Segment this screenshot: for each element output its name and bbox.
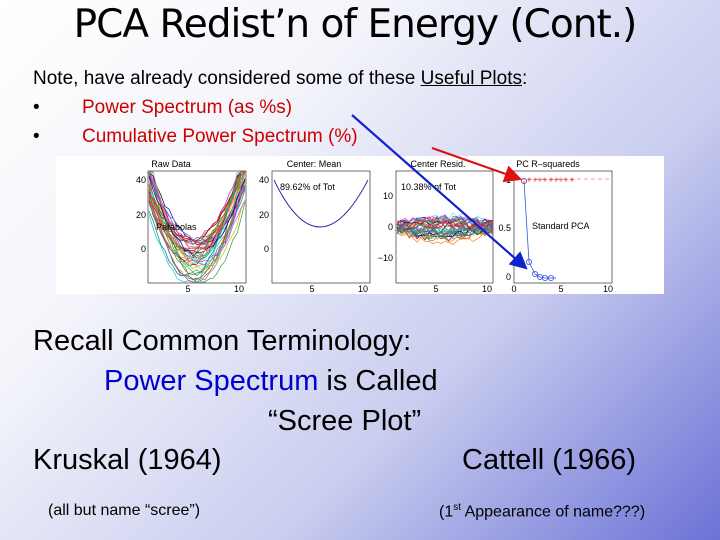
raw-curve (148, 176, 246, 257)
note-line: Note, have already considered some of th… (33, 68, 527, 90)
panel-title: PC R–squareds (516, 159, 580, 169)
residual-curve (396, 215, 494, 228)
residual-curve (396, 214, 494, 229)
cattell-note-pre: (1 (439, 503, 454, 521)
cumulative-plus-marks: + + + + + + + + + (526, 175, 574, 185)
ytick-label: 40 (136, 175, 146, 185)
residual-curve (396, 217, 494, 235)
residual-curve (396, 230, 494, 245)
useful-plots-link[interactable]: Useful Plots (420, 68, 522, 89)
xtick-label: 5 (185, 284, 190, 294)
panel-annotation: 10.38% of Tot (401, 182, 456, 192)
panel-annotation: 89.62% of Tot (280, 182, 335, 192)
panel-title: Raw Data (151, 159, 191, 169)
power-spectrum-line: Power Spectrum is Called (104, 365, 438, 398)
ytick-label: 40 (259, 175, 269, 185)
is-called-text: is Called (318, 365, 438, 397)
panel-frame (147, 170, 247, 284)
raw-curve (148, 171, 246, 281)
raw-curve (148, 171, 246, 258)
scree-point (547, 275, 554, 282)
note-prefix: Note, have already considered some of th… (33, 68, 421, 89)
blue-arrow (351, 114, 528, 270)
panel-pc-rsquareds: PC R–squareds 1 0.5 0 0 5 10 + + + + + + + + + S… (498, 159, 613, 294)
raw-curve (148, 171, 245, 242)
xtick-label: 10 (358, 284, 368, 294)
cattell-note: (1st Appearance of name???) (439, 502, 645, 521)
xtick-label: 10 (603, 284, 613, 294)
plus-mark: + (532, 175, 537, 185)
recall-heading: Recall Common Terminology: (33, 325, 412, 357)
scree-point (541, 275, 548, 282)
scree-point (531, 271, 538, 278)
kruskal-citation: Kruskal (1964) (33, 444, 222, 476)
plus-mark: + (537, 175, 542, 185)
raw-curve (148, 174, 246, 245)
plus-mark: + (548, 175, 553, 185)
mean-curve (273, 179, 369, 228)
raw-curve (148, 171, 246, 271)
ytick-label: 20 (259, 210, 269, 220)
raw-curve (148, 172, 246, 250)
cattell-note-sup: st (453, 502, 462, 513)
ytick-label: 0.5 (498, 223, 511, 233)
residual-curve (396, 224, 494, 237)
plus-mark: + (558, 175, 563, 185)
raw-curve (148, 172, 246, 274)
raw-curve (148, 173, 246, 283)
pca-figure: Raw Data 40 20 0 5 10 Parabolas Center: … (56, 156, 664, 294)
plus-mark: + (553, 175, 558, 185)
raw-curve (148, 171, 245, 254)
plus-mark: + (563, 175, 568, 185)
note-suffix: : (522, 68, 528, 89)
slide-title: PCA Redist’n of Energy (Cont.) (73, 2, 638, 47)
bullet-2-marker: • (33, 126, 40, 147)
xtick-label: 5 (558, 284, 563, 294)
panel-frame (271, 170, 371, 284)
panel-raw-data: Raw Data 40 20 0 5 10 Parabolas (136, 159, 247, 294)
ytick-label: −10 (378, 253, 393, 263)
residual-curve (396, 220, 494, 233)
xtick-label: 5 (309, 284, 314, 294)
kruskal-note: (all but name “scree”) (48, 502, 201, 519)
scree-plot-term: “Scree Plot” (268, 405, 422, 437)
ytick-label: 20 (136, 210, 146, 220)
panel-annotation: Standard PCA (532, 221, 590, 231)
cattell-note-post: Appearance of name???) (461, 503, 646, 521)
raw-data-curves (148, 171, 246, 283)
ytick-label: 0 (141, 244, 146, 254)
panel-title: Center Resid. (410, 159, 465, 169)
ytick-label: 10 (383, 191, 393, 201)
xtick-label: 10 (234, 284, 244, 294)
plus-mark: + (542, 175, 547, 185)
scree-line (523, 180, 556, 279)
pca-figure-svg: Raw Data 40 20 0 5 10 Parabolas Center: … (136, 159, 613, 294)
bullet-1-text: Power Spectrum (as %s) (82, 97, 293, 118)
plus-mark: + (526, 175, 531, 185)
panel-center-resid: Center Resid. 10 0 −10 5 10 10.38% of To… (378, 159, 494, 294)
panel-annotation: Parabolas (156, 222, 197, 232)
ytick-label: 0 (506, 272, 511, 282)
scree-circle-marks (520, 177, 554, 282)
cattell-citation: Cattell (1966) (462, 444, 637, 476)
panel-title: Center: Mean (287, 159, 342, 169)
power-spectrum-term: Power Spectrum (104, 365, 319, 397)
bullet-2-text: Cumulative Power Spectrum (%) (82, 126, 358, 147)
xtick-label: 0 (511, 284, 516, 294)
panel-center-mean: Center: Mean 40 20 0 5 10 89.62% of Tot (259, 159, 371, 294)
bullet-1-marker: • (33, 97, 40, 118)
red-arrow (431, 146, 523, 183)
xtick-label: 5 (433, 284, 438, 294)
panel-frame (513, 170, 613, 284)
plus-mark: + (569, 175, 574, 185)
xtick-label: 10 (482, 284, 492, 294)
residual-curve (396, 225, 494, 238)
residual-curve (396, 229, 494, 240)
ytick-label: 0 (388, 222, 393, 232)
ytick-label: 0 (264, 244, 269, 254)
